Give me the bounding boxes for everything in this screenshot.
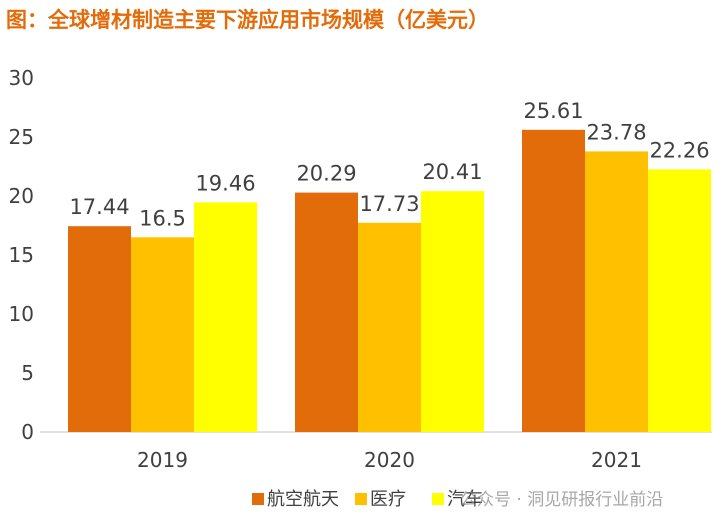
data-label: 20.29 <box>296 162 356 186</box>
y-tick-label: 0 <box>21 420 34 444</box>
y-tick-label: 30 <box>9 66 34 90</box>
bars <box>68 129 711 432</box>
data-label: 23.78 <box>586 120 646 144</box>
bar-2020-医疗 <box>358 222 421 432</box>
y-tick-label: 5 <box>21 361 34 385</box>
legend-label: 医疗 <box>370 489 406 510</box>
y-axis-ticks: 0 5 10 15 20 25 30 <box>9 66 34 444</box>
data-label: 22.26 <box>649 138 709 162</box>
bar-2021-医疗 <box>585 151 648 432</box>
y-tick-label: 20 <box>9 184 34 208</box>
data-label: 16.5 <box>139 206 186 230</box>
legend-label: 汽车 <box>447 489 483 510</box>
x-tick-label: 2019 <box>137 448 188 472</box>
chart-title: 图：全球增材制造主要下游应用市场规模（亿美元） <box>6 8 489 32</box>
legend: 航空航天 医疗 汽车 <box>252 489 483 510</box>
y-tick-label: 10 <box>9 302 34 326</box>
legend-swatch-航空航天 <box>252 493 264 505</box>
x-tick-label: 2021 <box>591 448 642 472</box>
bar-2020-航空航天 <box>295 192 358 432</box>
data-label: 25.61 <box>523 99 583 123</box>
bar-2019-医疗 <box>131 237 194 432</box>
y-tick-label: 15 <box>9 243 34 267</box>
bar-2019-汽车 <box>194 202 257 432</box>
data-label: 17.73 <box>359 192 419 216</box>
x-axis-ticks: 2019 2020 2021 <box>137 448 642 472</box>
x-tick-label: 2020 <box>364 448 415 472</box>
y-tick-label: 25 <box>9 125 34 149</box>
legend-swatch-汽车 <box>432 493 444 505</box>
watermark-text: 公众号 · 洞见研报行业前沿 <box>460 490 663 510</box>
bar-2021-汽车 <box>648 169 711 432</box>
legend-swatch-医疗 <box>355 493 367 505</box>
bar-2021-航空航天 <box>522 129 585 432</box>
data-label: 17.44 <box>69 195 129 219</box>
data-label: 19.46 <box>195 171 255 195</box>
bar-2020-汽车 <box>421 191 484 432</box>
data-label: 20.41 <box>422 160 482 184</box>
legend-label: 航空航天 <box>267 489 339 510</box>
bar-2019-航空航天 <box>68 226 131 432</box>
